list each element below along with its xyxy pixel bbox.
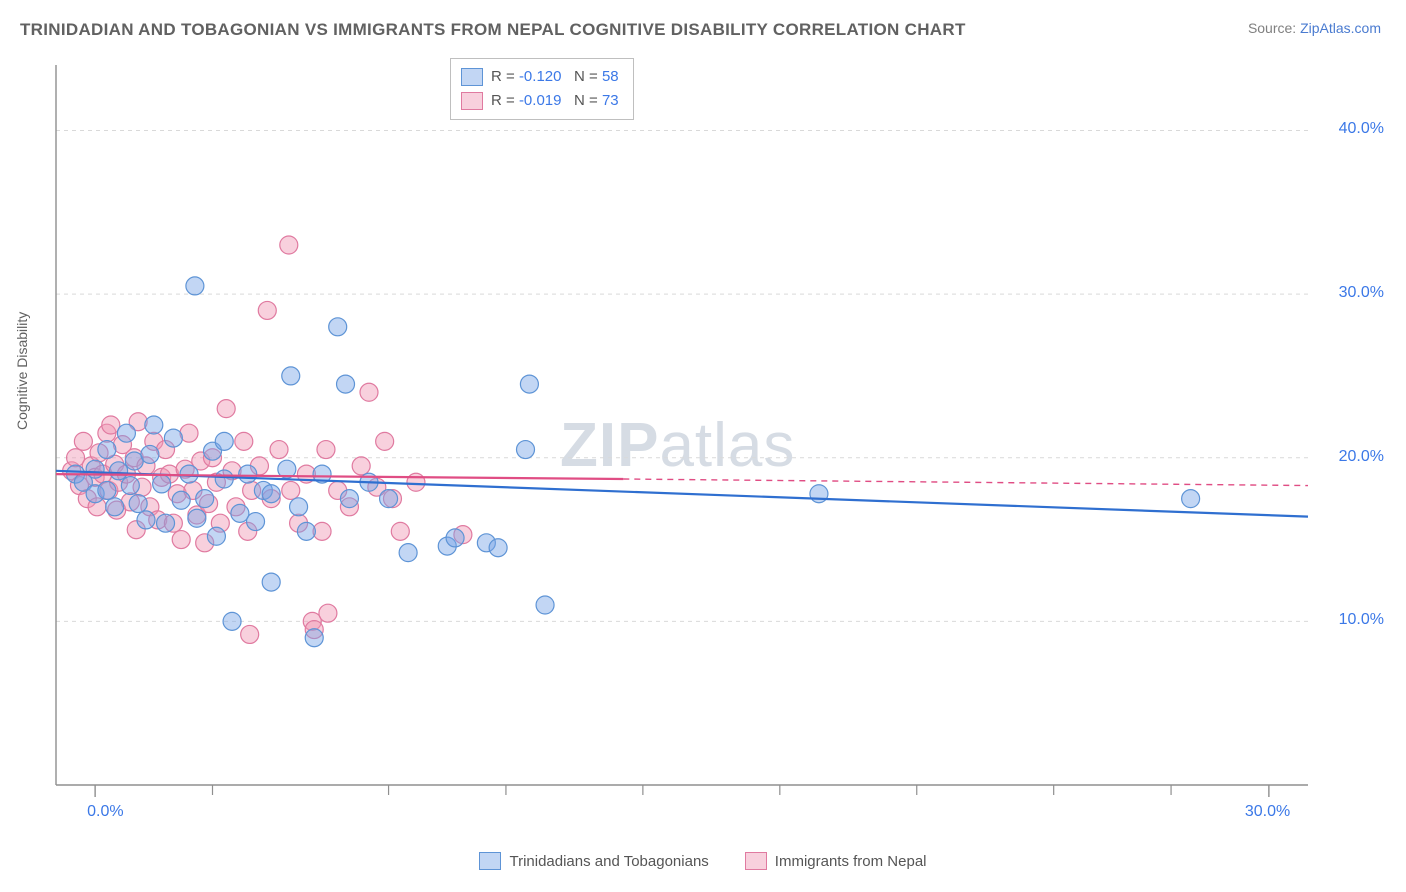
- stats-legend: R = -0.120 N = 58R = -0.019 N = 73: [450, 58, 634, 120]
- chart-title: TRINIDADIAN AND TOBAGONIAN VS IMMIGRANTS…: [20, 20, 966, 40]
- x-tick-label: 0.0%: [87, 803, 123, 821]
- y-tick-label: 20.0%: [1339, 448, 1384, 466]
- legend-label: Trinidadians and Tobagonians: [509, 853, 708, 870]
- legend-item: Trinidadians and Tobagonians: [479, 852, 708, 870]
- series-legend: Trinidadians and Tobagonians Immigrants f…: [0, 852, 1406, 874]
- legend-swatch: [745, 852, 767, 870]
- legend-swatch: [479, 852, 501, 870]
- plot-area: [48, 55, 1378, 825]
- legend-swatch: [461, 92, 483, 110]
- scatter-chart: [48, 55, 1378, 825]
- legend-label: Immigrants from Nepal: [775, 853, 927, 870]
- stats-legend-row: R = -0.120 N = 58: [461, 65, 619, 89]
- legend-item: Immigrants from Nepal: [745, 852, 927, 870]
- y-tick-label: 30.0%: [1339, 284, 1384, 302]
- y-axis-label: Cognitive Disability: [14, 312, 30, 430]
- source-link[interactable]: ZipAtlas.com: [1300, 20, 1381, 36]
- source-label: Source:: [1248, 20, 1300, 36]
- y-tick-label: 10.0%: [1339, 611, 1384, 629]
- stats-text: R = -0.120 N = 58: [491, 65, 619, 89]
- legend-swatch: [461, 68, 483, 86]
- x-tick-label: 30.0%: [1245, 803, 1290, 821]
- stats-legend-row: R = -0.019 N = 73: [461, 89, 619, 113]
- source-attribution: Source: ZipAtlas.com: [1248, 20, 1381, 36]
- y-tick-label: 40.0%: [1339, 120, 1384, 138]
- stats-text: R = -0.019 N = 73: [491, 89, 619, 113]
